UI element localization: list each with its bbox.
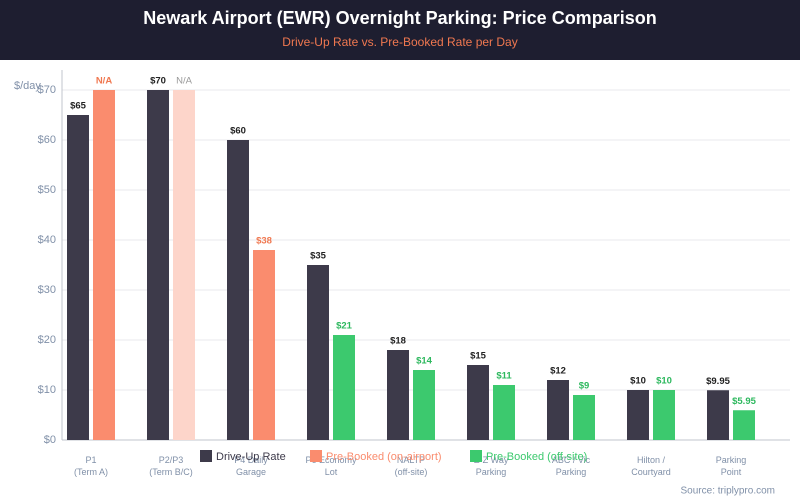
bar (573, 395, 595, 440)
value-label: $9.95 (706, 376, 730, 387)
value-label: $18 (390, 336, 406, 347)
legend-swatch (310, 450, 322, 462)
y-tick-label: $50 (38, 184, 56, 196)
legend-label: Pre-Booked (on-airport) (326, 451, 442, 463)
x-tick-label: E-Z Way Parking (474, 455, 509, 477)
value-label: $35 (310, 251, 327, 262)
legend-label: Drive-Up Rate (216, 451, 286, 463)
y-tick-label: $40 (38, 234, 56, 246)
value-label: $10 (656, 376, 672, 387)
y-tick-label: $10 (38, 384, 56, 396)
value-label: $9 (579, 381, 590, 392)
bar (707, 390, 729, 440)
bar (547, 380, 569, 440)
value-label: $70 (150, 76, 166, 87)
value-label: $10 (630, 376, 646, 387)
value-label: $21 (336, 321, 353, 332)
bar (413, 370, 435, 440)
bar (227, 140, 249, 440)
y-tick-label: $60 (38, 134, 56, 146)
x-tick-label: Parking Point (716, 455, 747, 477)
bar (733, 410, 755, 440)
chart-subtitle: Drive-Up Rate vs. Pre-Booked Rate per Da… (282, 35, 517, 49)
source: Source: triplypro.com (681, 486, 775, 497)
y-tick-label: $30 (38, 284, 56, 296)
bar (93, 90, 115, 440)
bar (627, 390, 649, 440)
y-tick-label: $20 (38, 334, 56, 346)
bar (333, 335, 355, 440)
value-label: N/A (176, 76, 193, 87)
bar (173, 90, 195, 440)
legend-swatch (200, 450, 212, 462)
chart-title: Newark Airport (EWR) Overnight Parking: … (143, 8, 656, 28)
bar (387, 350, 409, 440)
bar (253, 250, 275, 440)
bar (653, 390, 675, 440)
value-label: $12 (550, 366, 566, 377)
legend-swatch (470, 450, 482, 462)
bar (67, 115, 89, 440)
bar (307, 265, 329, 440)
header-band (0, 0, 800, 60)
bar (493, 385, 515, 440)
legend-label: Pre-Booked (off-site) (486, 451, 587, 463)
bar (147, 90, 169, 440)
x-tick-label: P2/P3 (Term B/C) (149, 455, 193, 477)
x-tick-label: P6 Economy Lot (305, 455, 357, 477)
x-tick-label: ABC / Vic Parking (552, 455, 591, 477)
x-tick-label: P1 (Term A) (74, 455, 108, 477)
value-label: $38 (256, 236, 272, 247)
value-label: $65 (70, 101, 87, 112)
value-label: N/A (96, 76, 113, 87)
x-tick-label: Hilton / Courtyard (631, 455, 671, 477)
value-label: $11 (496, 371, 512, 382)
x-tick-label: NALTP (off-site) (395, 455, 428, 477)
y-tick-label: $70 (38, 84, 56, 96)
value-label: $15 (470, 351, 487, 362)
value-label: $14 (416, 356, 433, 367)
value-label: $60 (230, 126, 246, 137)
x-tick-label: P4 Daily Garage (234, 455, 268, 477)
value-label: $5.95 (732, 396, 756, 407)
y-tick-label: $0 (44, 434, 56, 446)
y-axis-label: $/day (14, 80, 41, 92)
bar (467, 365, 489, 440)
